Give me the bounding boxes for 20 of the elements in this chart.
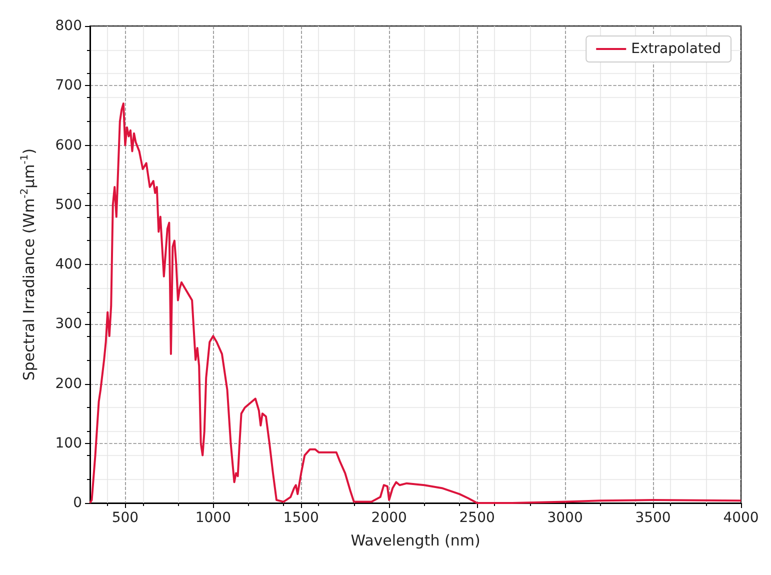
y-axis-title: Spectral Irradiance (Wm-2µm-1) <box>20 148 38 381</box>
x-tick-label: 3000 <box>547 510 583 526</box>
y-tick-label: 500 <box>55 196 82 213</box>
x-tick-label: 500 <box>112 510 139 526</box>
y-tick-label: 700 <box>55 78 82 94</box>
y-tick-label: 100 <box>55 435 82 452</box>
x-tick-label: 1000 <box>195 510 231 526</box>
y-tick-label: 200 <box>55 376 82 392</box>
y-tick-label: 400 <box>55 256 82 272</box>
legend-label: Extrapolated <box>631 41 722 57</box>
x-tick-label: 2000 <box>371 510 407 526</box>
x-tick-label: 2500 <box>459 510 495 526</box>
x-axis-title: Wavelength (nm) <box>350 532 480 550</box>
x-tick-label: 4000 <box>723 510 759 526</box>
x-tick-label: 3500 <box>635 510 671 526</box>
y-tick-label: 800 <box>55 18 82 34</box>
y-tick-label: 300 <box>55 316 82 332</box>
y-tick-label: 600 <box>55 137 82 154</box>
x-tick-label: 1500 <box>283 510 319 526</box>
y-tick-label: 0 <box>73 495 82 511</box>
